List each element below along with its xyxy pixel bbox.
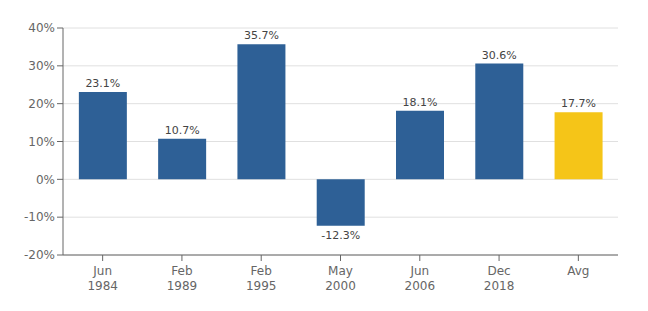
svg-text:18.1%: 18.1%: [403, 96, 438, 109]
svg-text:-10%: -10%: [24, 210, 55, 224]
svg-text:23.1%: 23.1%: [85, 77, 120, 90]
svg-text:10%: 10%: [28, 135, 55, 149]
svg-text:Jun1984: Jun1984: [87, 264, 118, 293]
svg-text:30.6%: 30.6%: [482, 49, 517, 62]
svg-text:Feb1995: Feb1995: [246, 264, 277, 293]
svg-text:10.7%: 10.7%: [165, 124, 200, 137]
svg-text:Feb1989: Feb1989: [167, 264, 198, 293]
svg-text:Jun2006: Jun2006: [405, 264, 436, 293]
svg-text:Dec2018: Dec2018: [484, 264, 515, 293]
svg-text:35.7%: 35.7%: [244, 29, 279, 42]
svg-text:17.7%: 17.7%: [561, 97, 596, 110]
svg-text:Avg: Avg: [567, 264, 589, 278]
svg-text:May2000: May2000: [325, 264, 356, 293]
svg-text:40%: 40%: [28, 21, 55, 35]
svg-text:-12.3%: -12.3%: [321, 229, 360, 242]
svg-text:0%: 0%: [36, 173, 55, 187]
svg-text:20%: 20%: [28, 97, 55, 111]
svg-text:-20%: -20%: [24, 248, 55, 262]
svg-text:30%: 30%: [28, 59, 55, 73]
